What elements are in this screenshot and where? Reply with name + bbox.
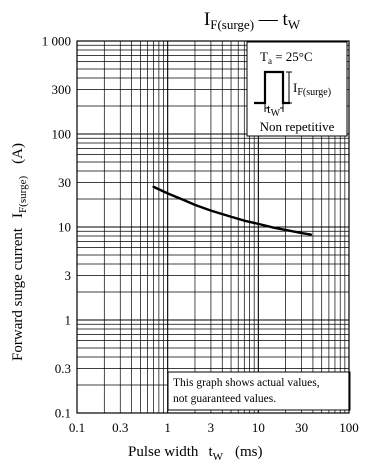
surge-current-curve <box>152 185 313 236</box>
x-tick-label: 0.1 <box>69 420 85 435</box>
y-tick-label: 300 <box>52 82 72 97</box>
x-tick-label: 30 <box>295 420 308 435</box>
inset-legend: Ta = 25°C IF(surge) tW Non repetitive <box>246 41 348 137</box>
note-box: This graph shows actual values, not guar… <box>167 371 351 411</box>
pulse-width-marker-icon <box>264 104 284 112</box>
y-tick-label: 0.3 <box>55 361 71 376</box>
note-line-2: not guaranteed values. <box>173 393 276 405</box>
y-tick-label: 10 <box>58 220 71 235</box>
note-line-1: This graph shows actual values, <box>173 377 320 389</box>
chart-title: IF(surge) — tW <box>204 9 301 32</box>
title-var: I <box>204 9 210 30</box>
y-tick-label: 3 <box>65 268 72 283</box>
title-var-sub: F(surge) <box>210 17 254 32</box>
x-tick-label: 3 <box>208 420 215 435</box>
title-sep: — <box>254 9 283 30</box>
pulse-height-marker-icon <box>286 71 292 104</box>
x-tick-label: 10 <box>252 420 265 435</box>
x-tick-label: 100 <box>339 420 359 435</box>
inset-mode: Non repetitive <box>260 119 335 134</box>
plot-frame <box>76 40 350 414</box>
y-axis-label: Forward surge currentIF(surge)(A) <box>10 143 29 361</box>
y-tick-label: 30 <box>58 175 71 190</box>
title-xvar-sub: W <box>288 17 301 32</box>
title-xvar: t <box>283 9 289 30</box>
tick-labels: 0.1 0.3 1 3 10 30 100 0.1 0.3 1 3 10 30 100 300 1 000 <box>42 34 359 436</box>
inset-pulse-height: IF(surge) <box>293 80 331 98</box>
inset-box <box>246 41 348 137</box>
y-tick-label: 0.1 <box>55 406 71 421</box>
inset-condition: Ta = 25°C <box>260 49 313 66</box>
x-tick-label: 1 <box>164 420 171 435</box>
y-tick-label: 1 000 <box>42 34 71 49</box>
note-box-frame <box>167 371 351 411</box>
y-tick-label: 100 <box>52 127 72 142</box>
x-axis-label: Pulse width tW (ms) <box>128 444 263 463</box>
inset-pulse-width: tW <box>267 101 281 119</box>
x-tick-label: 0.3 <box>112 420 128 435</box>
y-tick-label: 1 <box>65 313 72 328</box>
pulse-shape-icon <box>254 70 290 105</box>
